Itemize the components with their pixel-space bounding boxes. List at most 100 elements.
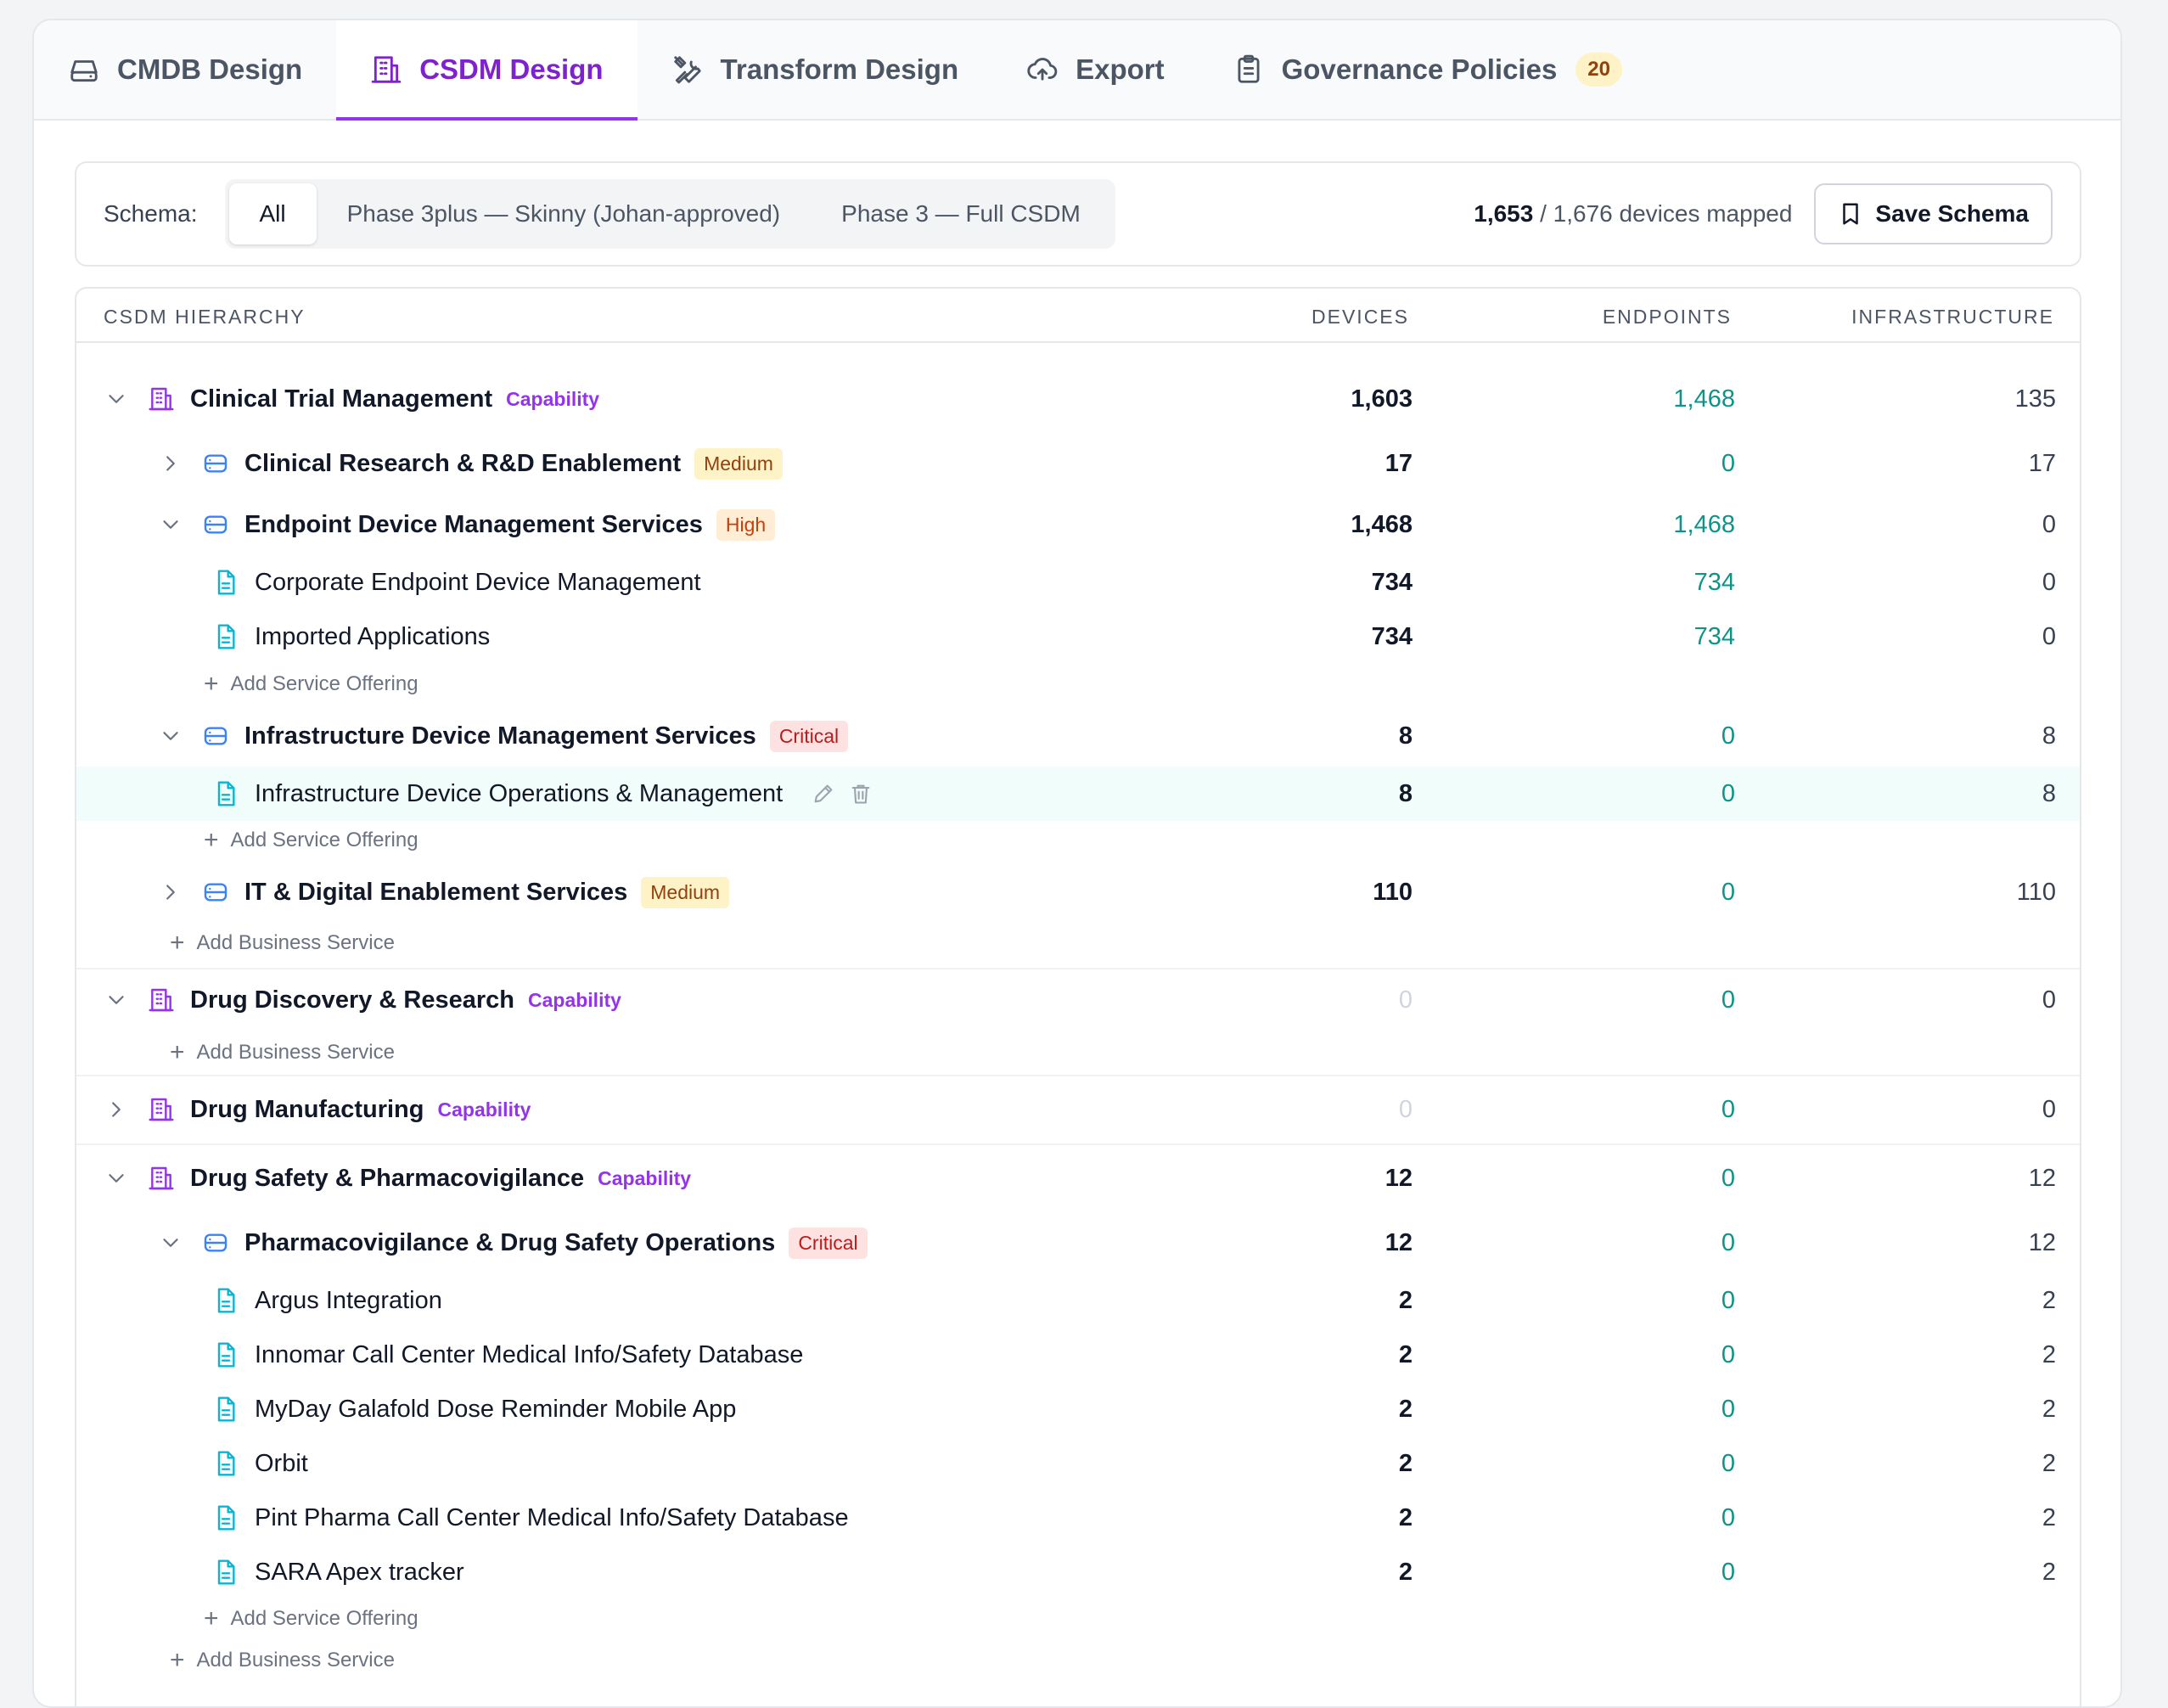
hierarchy-cell: SARA Apex tracker <box>212 1545 464 1599</box>
infrastructure-count: 2 <box>2042 1503 2056 1531</box>
business-service-name[interactable]: IT & Digital Enablement Services <box>244 878 628 906</box>
endpoint-count: 0 <box>1721 722 1735 750</box>
building-icon <box>149 1166 174 1190</box>
endpoint-count: 0 <box>1721 1095 1735 1123</box>
business-service-name[interactable]: Pharmacovigilance & Drug Safety Operatio… <box>244 1228 776 1256</box>
capability-name[interactable]: Drug Safety & Pharmacovigilance <box>190 1164 585 1192</box>
tab-cmdb-design[interactable]: CMDB Design <box>34 20 336 119</box>
tab-label: CMDB Design <box>117 53 303 85</box>
csdm-panel: CMDB Design CSDM Design Transform Design… <box>32 19 2122 1708</box>
tab-label: CSDM Design <box>419 53 604 85</box>
device-count: 110 <box>1373 878 1413 906</box>
device-count: 12 <box>1384 1164 1413 1192</box>
edit-icon[interactable] <box>812 782 835 806</box>
table-row: Clinical Research & R&D Enablement Medium… <box>76 433 2080 494</box>
add-service-offering-button[interactable]: + Add Service Offering <box>204 828 418 853</box>
add-business-service-button[interactable]: + Add Business Service <box>170 1648 395 1673</box>
table-row: SARA Apex tracker 2 0 2 <box>76 1545 2080 1599</box>
add-row: + Add Service Offering <box>76 1598 2080 1639</box>
tab-label: Export <box>1076 53 1165 85</box>
policy-count-badge: 20 <box>1575 53 1622 87</box>
table-row: Pint Pharma Call Center Medical Info/Saf… <box>76 1491 2080 1545</box>
add-service-offering-button[interactable]: + Add Service Offering <box>204 671 418 697</box>
table-row: Argus Integration 2 0 2 <box>76 1273 2080 1328</box>
endpoint-count: 0 <box>1721 1340 1735 1368</box>
tab-governance-policies[interactable]: Governance Policies 20 <box>1199 20 1656 119</box>
hierarchy-cell: Innomar Call Center Medical Info/Safety … <box>212 1328 803 1382</box>
tab-transform-design[interactable]: Transform Design <box>637 20 993 119</box>
plus-icon: + <box>170 1038 185 1066</box>
service-offering-name: Argus Integration <box>255 1286 442 1314</box>
add-label: Add Service Offering <box>230 672 418 695</box>
chevron-down-icon[interactable] <box>158 512 183 537</box>
hierarchy-cell: Pint Pharma Call Center Medical Info/Saf… <box>212 1491 849 1545</box>
mapped-total: / 1,676 devices mapped <box>1540 200 1793 227</box>
tab-export[interactable]: Export <box>992 20 1199 119</box>
tab-label: Transform Design <box>720 53 959 85</box>
add-row: + Add Business Service <box>76 1640 2080 1681</box>
type-badge: Capability <box>528 988 621 1011</box>
hierarchy-cell: + Add Business Service <box>170 1032 395 1073</box>
device-count: 734 <box>1371 622 1413 650</box>
business-service-name[interactable]: Infrastructure Device Management Service… <box>244 722 756 750</box>
endpoint-count: 734 <box>1693 568 1735 596</box>
schema-option-phase3[interactable]: Phase 3 — Full CSDM <box>841 200 1081 227</box>
device-count: 0 <box>1398 1095 1413 1123</box>
type-badge: Capability <box>506 387 600 410</box>
building-icon <box>149 988 174 1012</box>
service-offering-name: Imported Applications <box>255 622 491 650</box>
type-badge: Capability <box>598 1166 692 1189</box>
hierarchy-cell: + Add Service Offering <box>204 664 418 705</box>
hierarchy-cell: Drug Safety & Pharmacovigilance Capabilit… <box>104 1145 700 1211</box>
endpoint-count: 0 <box>1721 1449 1735 1477</box>
table-row: Clinical Trial Management Capability 1,603… <box>76 368 2080 430</box>
hierarchy-cell: + Add Service Offering <box>204 1598 418 1639</box>
type-badge: Capability <box>437 1098 531 1121</box>
chevron-down-icon[interactable] <box>104 987 129 1013</box>
business-service-name[interactable]: Clinical Research & R&D Enablement <box>244 449 682 477</box>
infrastructure-count: 2 <box>2042 1558 2056 1586</box>
table-row: IT & Digital Enablement Services Medium 11… <box>76 862 2080 923</box>
schema-option-all[interactable]: All <box>228 183 317 244</box>
criticality-badge: Critical <box>769 720 849 752</box>
save-schema-button[interactable]: Save Schema <box>1814 183 2053 244</box>
infrastructure-count: 0 <box>2042 568 2056 596</box>
tab-csdm-design[interactable]: CSDM Design <box>336 20 637 121</box>
capability-name[interactable]: Drug Manufacturing <box>190 1095 424 1123</box>
chevron-down-icon[interactable] <box>104 1166 129 1191</box>
add-business-service-button[interactable]: + Add Business Service <box>170 1040 395 1065</box>
document-icon <box>217 1451 235 1476</box>
device-count: 8 <box>1398 722 1413 750</box>
infrastructure-count: 2 <box>2042 1449 2056 1477</box>
service-offering-name: SARA Apex tracker <box>255 1558 464 1586</box>
chevron-right-icon[interactable] <box>104 1097 129 1122</box>
tab-label: Governance Policies <box>1281 53 1558 85</box>
chevron-down-icon[interactable] <box>158 1230 183 1256</box>
table-header: CSDM HIERARCHY DEVICES ENDPOINTS INFRAST… <box>76 289 2080 343</box>
infrastructure-count: 8 <box>2042 722 2056 750</box>
add-service-offering-button[interactable]: + Add Service Offering <box>204 1606 418 1632</box>
business-service-name[interactable]: Endpoint Device Management Services <box>244 510 703 538</box>
infrastructure-count: 110 <box>2016 878 2056 906</box>
table-row: Infrastructure Device Management Service… <box>76 705 2080 767</box>
add-business-service-button[interactable]: + Add Business Service <box>170 930 395 956</box>
capability-name[interactable]: Drug Discovery & Research <box>190 986 514 1014</box>
infrastructure-count: 0 <box>2042 1095 2056 1123</box>
infrastructure-count: 17 <box>2028 449 2056 477</box>
chevron-right-icon[interactable] <box>158 879 183 905</box>
infrastructure-count: 2 <box>2042 1286 2056 1314</box>
hierarchy-cell: Argus Integration <box>212 1273 442 1328</box>
chevron-down-icon[interactable] <box>158 723 183 749</box>
device-count: 2 <box>1398 1503 1413 1531</box>
header-infrastructure: INFRASTRUCTURE <box>1851 306 2054 328</box>
table-row: Drug Safety & Pharmacovigilance Capabilit… <box>76 1143 2080 1211</box>
endpoint-count: 0 <box>1721 1558 1735 1586</box>
capability-name[interactable]: Clinical Trial Management <box>190 385 493 413</box>
schema-option-phase3plus[interactable]: Phase 3plus — Skinny (Johan-approved) <box>346 200 781 227</box>
device-count: 2 <box>1398 1449 1413 1477</box>
chevron-down-icon[interactable] <box>104 386 129 412</box>
chevron-right-icon[interactable] <box>158 451 183 476</box>
trash-icon[interactable] <box>849 782 873 806</box>
hierarchy-cell: Drug Manufacturing Capability <box>104 1076 540 1143</box>
infrastructure-count: 12 <box>2028 1228 2056 1256</box>
